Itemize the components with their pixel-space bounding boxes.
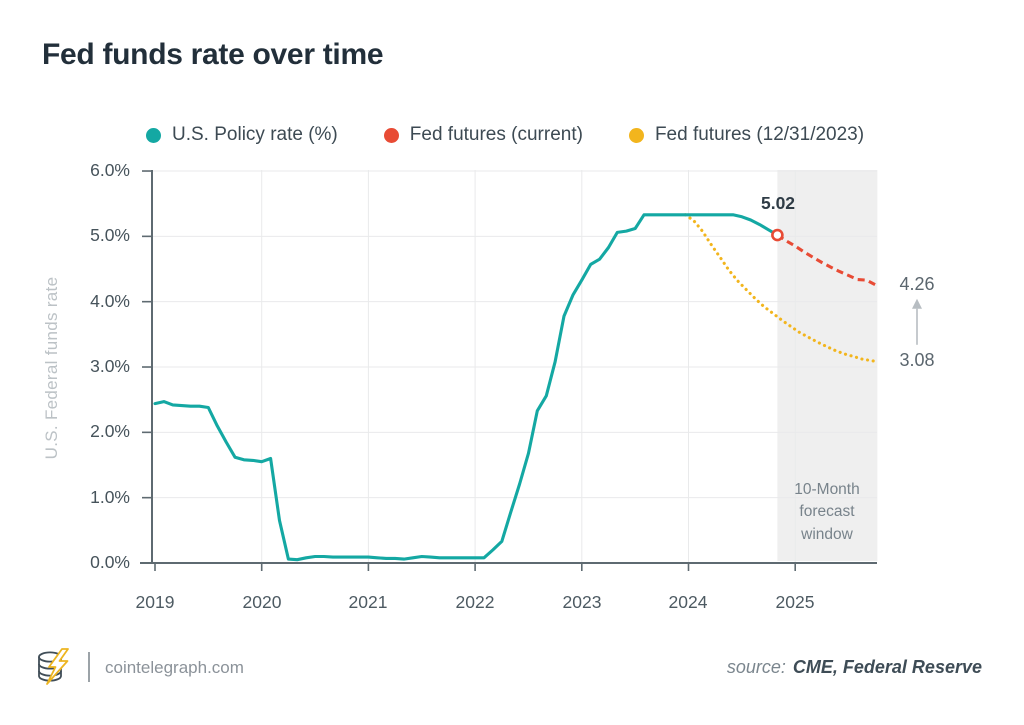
x-tick-label: 2022: [455, 592, 495, 612]
legend-label: Fed futures (current): [409, 124, 583, 145]
cointelegraph-logo-icon: [38, 648, 69, 685]
source-label: source:: [726, 657, 786, 677]
y-tick-label: 0.0%: [90, 552, 130, 572]
legend-dot-red-icon: [383, 127, 399, 143]
footer-source: source: CME, Federal Reserve: [727, 657, 982, 678]
y-tick-label: 6.0%: [90, 160, 130, 180]
legend-label: U.S. Policy rate (%): [172, 124, 338, 145]
x-tick-label: 2025: [775, 592, 815, 612]
legend-label: Fed futures (12/31/2023): [654, 124, 865, 145]
legend-dot-yellow-icon: [628, 127, 644, 143]
footer-site-text: cointelegraph.com: [105, 658, 244, 677]
annotation-current-futures-end: 4.26: [899, 274, 935, 294]
legend-item-policy-rate: U.S. Policy rate (%): [146, 124, 338, 146]
forecast-window-label: 10-Month forecast window: [794, 481, 860, 543]
annotation-dec2023-futures-end: 3.08: [899, 350, 935, 370]
x-tick-label: 2021: [348, 592, 388, 612]
legend-item-fed-futures-dec2023: Fed futures (12/31/2023): [628, 124, 865, 146]
y-tick-label: 5.0%: [90, 225, 130, 245]
page-title: Fed funds rate over time: [42, 38, 384, 71]
legend-item-fed-futures-current: Fed futures (current): [383, 124, 583, 146]
y-tick-label: 3.0%: [90, 356, 130, 376]
y-tick-label: 2.0%: [90, 421, 130, 441]
annotation-last-actual: 5.02: [760, 193, 796, 213]
y-axis-title: U.S. Federal funds rate: [42, 276, 61, 460]
legend-dot-teal-icon: [146, 127, 161, 143]
chart-legend: U.S. Policy rate (%) Fed futures (curren…: [146, 124, 910, 146]
x-tick-label: 2024: [668, 592, 708, 612]
footer-divider: [88, 652, 90, 682]
y-tick-label: 4.0%: [90, 291, 130, 311]
x-tick-label: 2020: [242, 592, 282, 612]
x-tick-label: 2019: [135, 592, 175, 612]
y-tick-label: 1.0%: [90, 487, 130, 507]
x-tick-label: 2023: [562, 592, 602, 612]
source-value: CME, Federal Reserve: [792, 657, 982, 677]
